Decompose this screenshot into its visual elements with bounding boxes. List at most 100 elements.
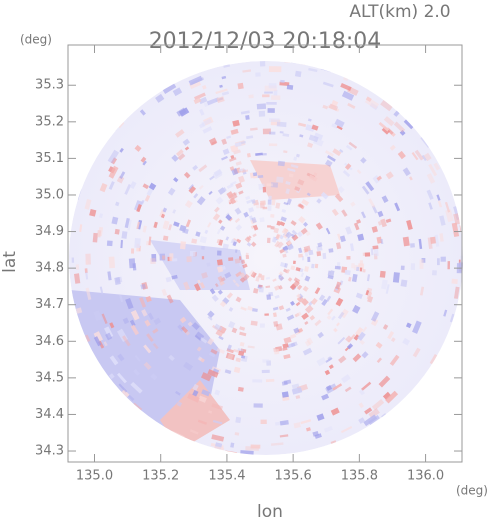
echo bbox=[291, 387, 303, 395]
echo bbox=[245, 115, 250, 120]
echo bbox=[281, 208, 287, 213]
echo bbox=[244, 236, 251, 243]
echo bbox=[194, 283, 201, 292]
echo bbox=[389, 144, 396, 151]
echo bbox=[304, 321, 309, 325]
echo bbox=[310, 297, 318, 305]
echo bbox=[222, 148, 230, 155]
echo bbox=[206, 97, 220, 106]
echo bbox=[231, 327, 238, 334]
echo bbox=[269, 131, 276, 135]
echo bbox=[290, 265, 296, 271]
echo bbox=[121, 231, 128, 239]
echo bbox=[339, 149, 344, 153]
echo bbox=[294, 70, 302, 78]
echo bbox=[258, 110, 266, 117]
echo bbox=[196, 346, 202, 352]
echo bbox=[331, 315, 336, 321]
y-axis-label: lat bbox=[0, 251, 20, 273]
echo bbox=[318, 294, 326, 302]
echo bbox=[246, 153, 251, 158]
echo bbox=[179, 316, 187, 324]
echo bbox=[160, 213, 166, 219]
echo bbox=[293, 422, 301, 429]
echo bbox=[119, 171, 126, 179]
echo bbox=[139, 297, 147, 308]
echo bbox=[283, 353, 291, 360]
echo bbox=[278, 271, 284, 277]
x-tick-label: 135.6 bbox=[275, 469, 312, 484]
echo bbox=[369, 102, 379, 111]
echo bbox=[295, 267, 301, 272]
echo bbox=[379, 270, 386, 278]
echo bbox=[341, 209, 348, 217]
echo bbox=[186, 256, 192, 263]
echo bbox=[232, 241, 237, 247]
echo bbox=[269, 118, 280, 123]
echo bbox=[274, 240, 281, 248]
echo bbox=[165, 276, 172, 283]
echo bbox=[92, 232, 98, 243]
echo bbox=[255, 202, 260, 209]
echo bbox=[272, 312, 277, 318]
echo bbox=[214, 206, 220, 213]
echo bbox=[402, 337, 411, 346]
echo bbox=[103, 341, 108, 347]
echo bbox=[150, 373, 158, 381]
echo bbox=[189, 429, 199, 435]
echo bbox=[434, 234, 440, 247]
echo bbox=[108, 165, 119, 179]
echo bbox=[200, 372, 212, 382]
echo bbox=[134, 144, 142, 152]
echo bbox=[259, 61, 266, 67]
echo bbox=[297, 179, 305, 186]
echo bbox=[282, 133, 290, 137]
echo bbox=[62, 280, 66, 284]
echo bbox=[71, 257, 75, 263]
echo bbox=[240, 110, 250, 115]
echo bbox=[192, 389, 199, 397]
echo bbox=[283, 336, 292, 344]
echo bbox=[104, 326, 114, 339]
echo bbox=[75, 307, 83, 314]
echo bbox=[142, 225, 147, 233]
echo bbox=[300, 272, 305, 278]
echo bbox=[331, 123, 339, 129]
echo bbox=[143, 361, 152, 371]
echo bbox=[286, 342, 296, 349]
echo bbox=[337, 233, 342, 241]
y-tick-label: 34.4 bbox=[35, 407, 64, 422]
echo bbox=[376, 357, 383, 364]
echo bbox=[69, 222, 72, 227]
echo bbox=[287, 277, 293, 282]
echo bbox=[356, 169, 362, 175]
echo bbox=[265, 378, 275, 383]
echo bbox=[255, 72, 261, 77]
echo bbox=[394, 202, 401, 212]
echo bbox=[238, 350, 245, 357]
echo bbox=[199, 122, 206, 129]
echo bbox=[202, 126, 213, 134]
echo bbox=[422, 127, 432, 138]
echo bbox=[358, 389, 365, 396]
echo bbox=[252, 233, 257, 238]
echo bbox=[341, 374, 351, 384]
echo bbox=[129, 319, 136, 327]
echo bbox=[201, 246, 205, 250]
echo bbox=[85, 260, 89, 265]
echo bbox=[195, 231, 201, 237]
echo bbox=[301, 198, 310, 207]
echo bbox=[259, 323, 265, 328]
echo bbox=[246, 242, 252, 247]
echo bbox=[348, 276, 352, 282]
echo bbox=[330, 100, 339, 108]
echo bbox=[216, 347, 226, 355]
echo bbox=[258, 286, 264, 293]
echo bbox=[129, 181, 137, 190]
echo bbox=[314, 263, 319, 269]
echo bbox=[207, 222, 212, 228]
echo bbox=[353, 334, 360, 341]
echo bbox=[175, 129, 185, 138]
echo bbox=[296, 311, 302, 317]
echo bbox=[187, 393, 200, 403]
